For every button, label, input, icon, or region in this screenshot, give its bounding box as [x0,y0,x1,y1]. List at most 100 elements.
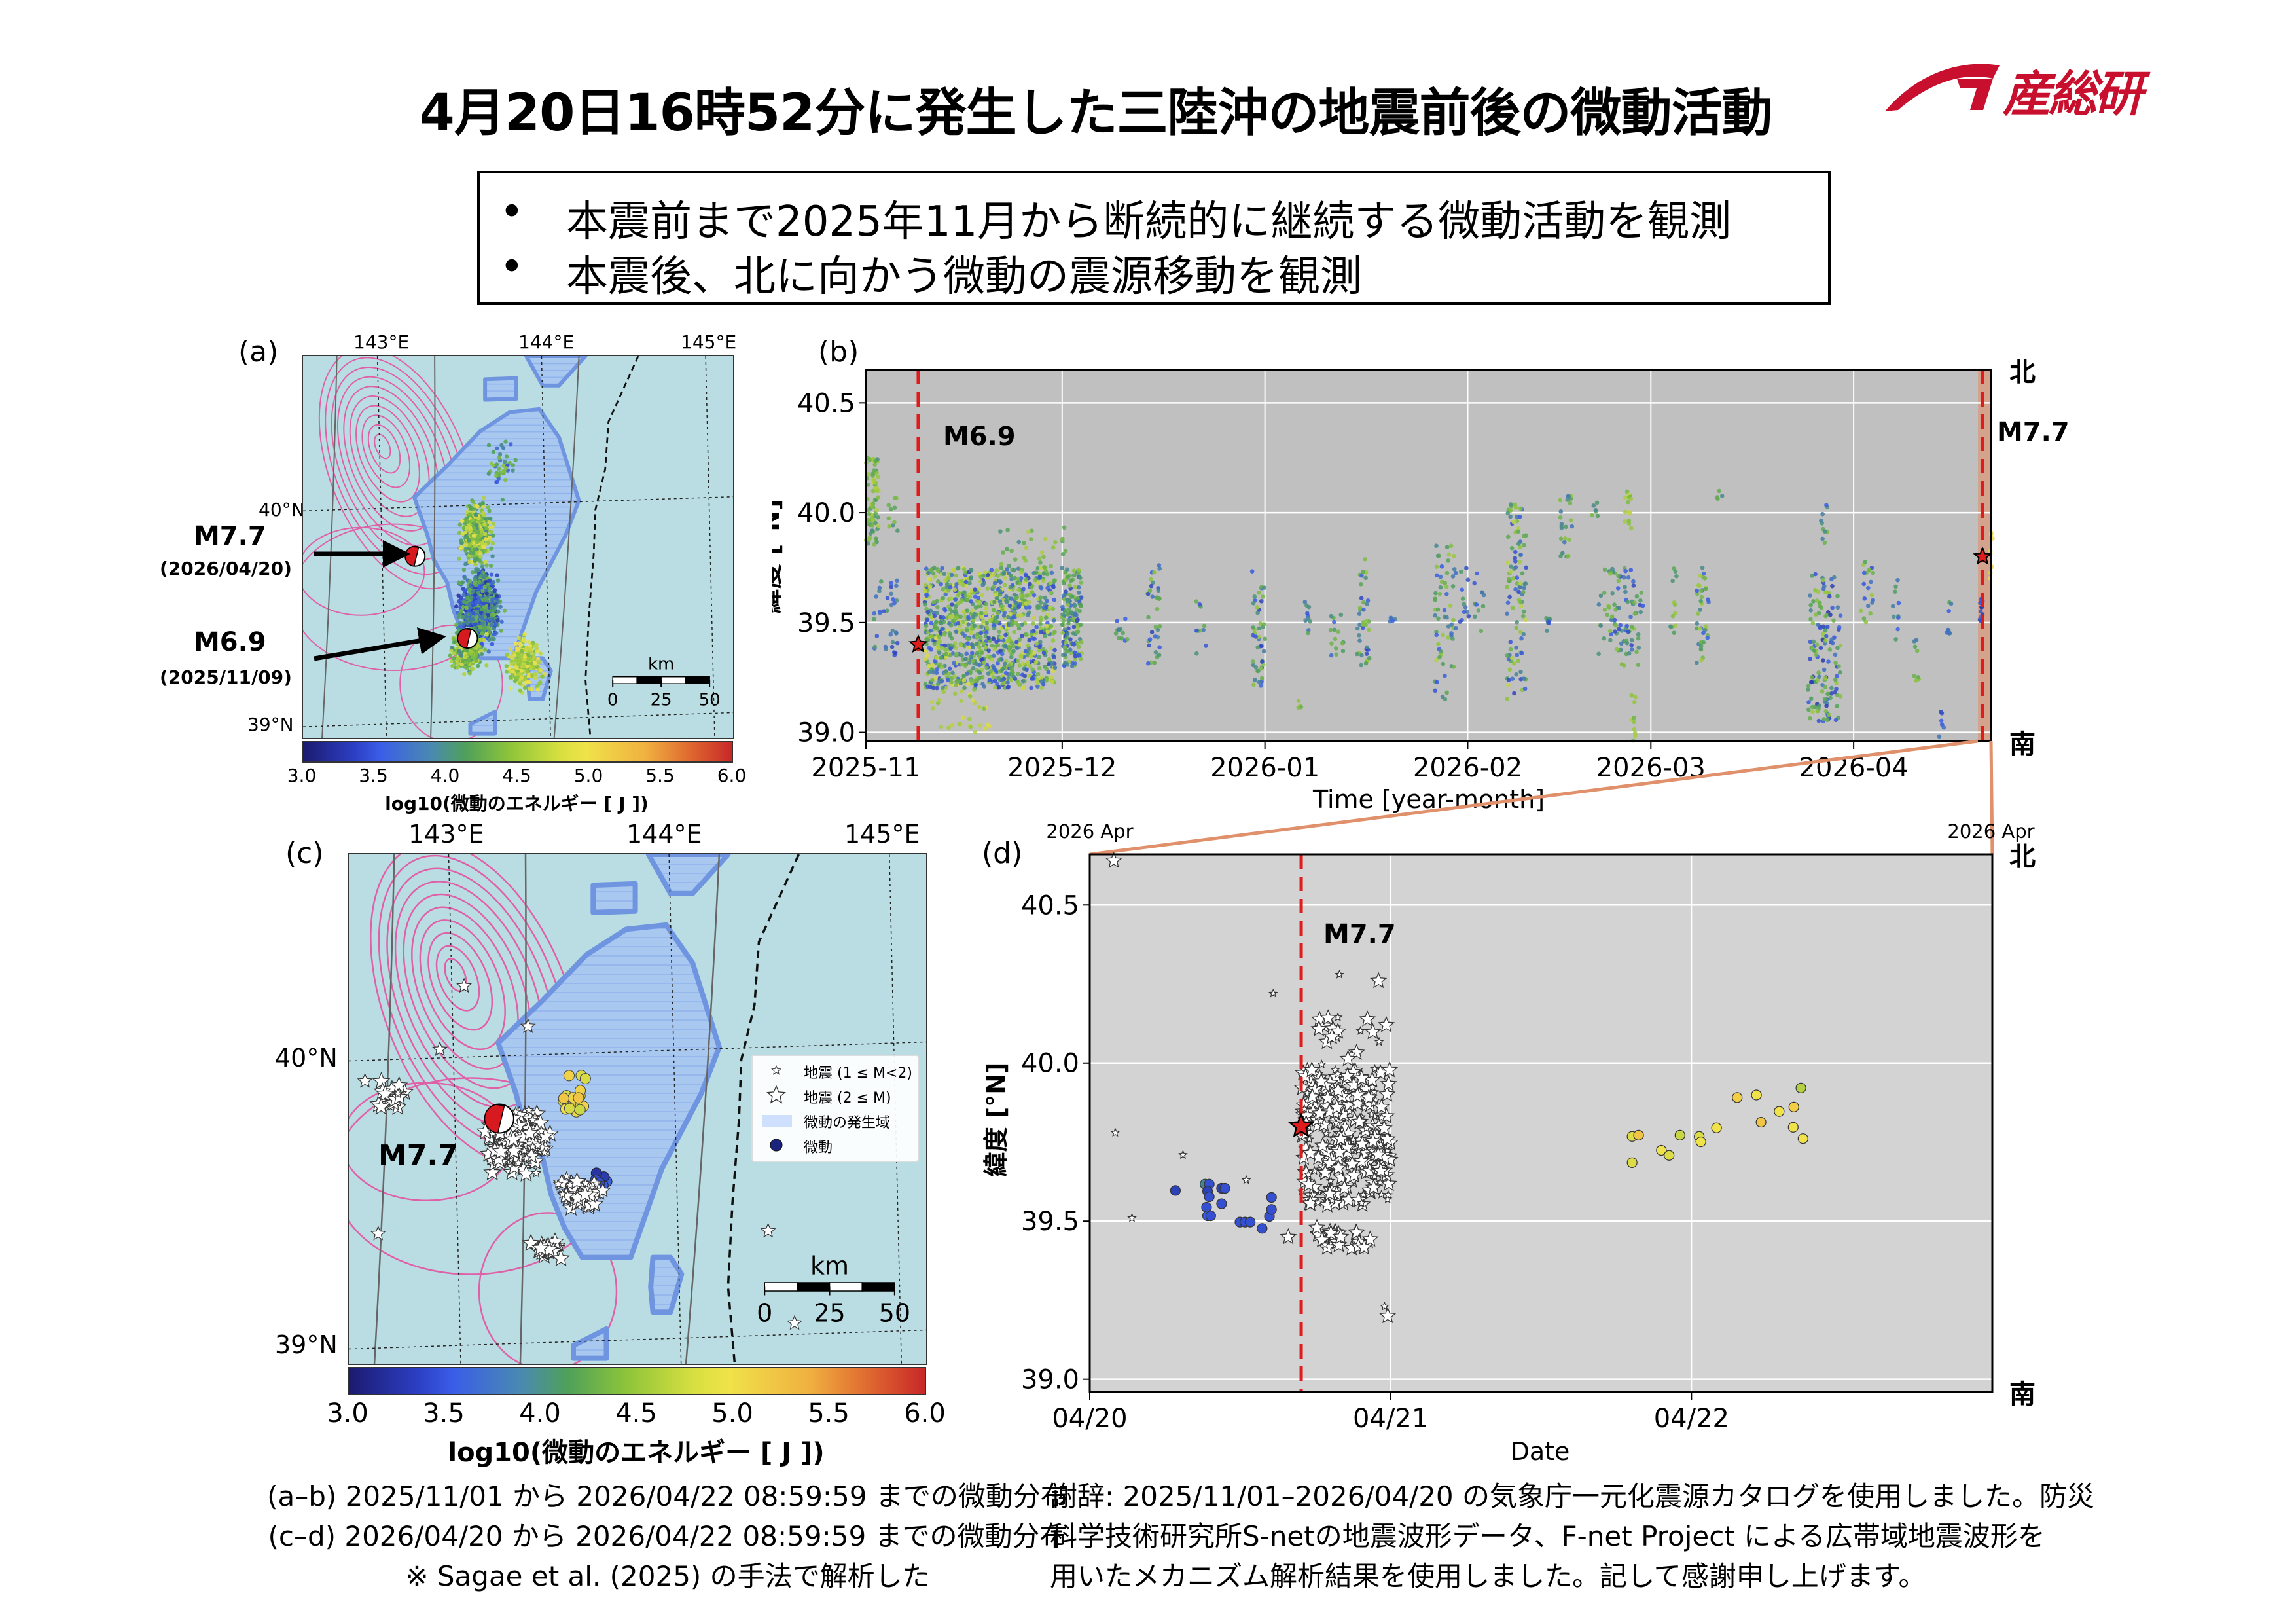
tremor-point [1259,666,1263,671]
tremor-point [967,694,973,699]
lon-label-145: 145°E [844,820,920,848]
tremor-area-small [645,854,731,896]
tremor-dot [494,594,499,599]
tremor-point [992,572,996,577]
tremor-dot [472,526,477,531]
tremor-point [965,615,971,619]
tremor-point [874,536,878,541]
tremor-point [965,641,970,646]
tremor-dot [482,647,488,652]
tremor-point [1153,650,1158,655]
tremor-dot [471,589,476,594]
tremor-point [942,608,948,613]
tremor-point [1039,685,1044,690]
tremor-dot [573,1092,584,1104]
tremor-dot [528,644,533,649]
tremor-point [1514,672,1518,677]
tremor-point [1035,684,1040,689]
tremor-dot [471,534,476,538]
tremor-point [1912,674,1917,678]
tremor-point [978,604,983,608]
tremor-point [1808,696,1814,701]
tremor-point [1465,577,1471,583]
tremor-dot [470,570,475,575]
tremor-point [1868,611,1873,616]
tremor-point [1364,651,1369,656]
tremor-point [925,653,930,658]
tremor-point [1016,587,1021,593]
tremor-point [1893,637,1898,642]
map-a: km0 25 50 [302,355,734,739]
tremor-point [874,481,879,486]
tremor-dot [505,652,509,657]
tremor-dot [466,657,471,662]
colorbar-a [302,741,733,763]
tremor-dot [475,610,480,614]
tremor-point [961,715,965,720]
tremor-point [1329,641,1334,646]
tremor-point [1505,600,1511,605]
tremor-point [1518,630,1523,634]
tremor-point [1026,529,1031,534]
tremor-point [871,468,876,473]
event-m77-date: (2026/04/20) [160,558,292,579]
tremor-dot [480,621,485,626]
tremor-point [986,635,991,640]
earthquake-star [520,1018,536,1033]
tremor-point [1266,1192,1277,1203]
tremor-point [1435,680,1439,685]
tremor-points [1170,1082,1808,1234]
tremor-point [991,675,996,680]
earthquake-star [1303,1061,1321,1078]
tremor-point [1060,612,1065,617]
tremor-point [1460,587,1464,593]
tremor-point [867,538,872,542]
tremor-point [961,567,967,572]
tremor-point [1624,641,1630,646]
earthquake-star [1319,1009,1337,1025]
tremor-point [1460,596,1465,601]
tremor-point [984,665,989,670]
tremor-dot [484,563,489,568]
earthquake-star [1364,1023,1382,1040]
tremor-point [1825,624,1830,629]
tremor-point [1622,575,1626,580]
scale-bar-tick-label: 25 [814,1299,845,1328]
tremor-point [1041,555,1046,560]
tremor-point [1021,587,1026,591]
tremor-point [1701,640,1706,645]
colorbar-a-label: log10(微動のエネルギー [ J ]) [385,793,649,814]
tremor-point [1035,680,1040,685]
earthquake-star [1374,1036,1384,1046]
tremor-point [1251,625,1255,630]
tremor-point [978,579,983,584]
tremor-point [1025,643,1030,648]
tremor-dot [521,638,526,642]
tremor-point [1808,680,1814,685]
tremor-point [1073,585,1077,589]
tremor-point [1359,663,1363,668]
tremor-point [931,600,936,605]
tremor-point [1826,659,1831,664]
tremor-points [863,456,1995,743]
earthquake-star [576,1185,594,1203]
tremor-point [1046,670,1051,675]
tremor-dot [528,665,533,670]
earthquake-star [1127,1213,1137,1222]
tremor-point [1045,629,1050,634]
logo-swoosh-icon [1885,64,2000,111]
tremor-dot [491,449,496,454]
colorbar-tick-label: 4.5 [502,765,531,786]
tremor-point [1201,627,1206,632]
slip-contour [343,386,440,532]
tremor-point [1823,709,1829,714]
tremor-point [878,610,882,615]
tremor-point [1266,1204,1277,1215]
tremor-point [1522,585,1526,591]
tremor-point [1023,649,1028,654]
tremor-dot [493,622,498,627]
tremor-point [1806,684,1811,689]
depth-contour-line [685,854,721,1364]
tremor-point [1613,608,1618,612]
earthquake-star [1338,1067,1356,1084]
